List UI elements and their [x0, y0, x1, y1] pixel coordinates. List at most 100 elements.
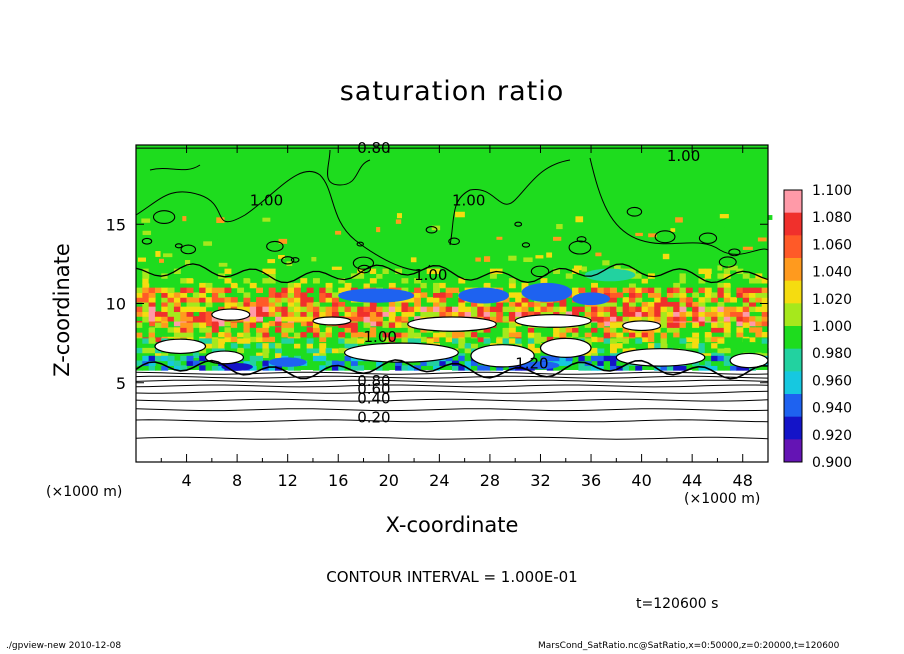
heatmap-cell	[262, 322, 270, 328]
heatmap-cell	[357, 332, 365, 338]
heatmap-cell	[369, 301, 377, 308]
heatmap-cell	[186, 360, 194, 366]
heatmap-cell	[610, 360, 617, 366]
heatmap-cell	[704, 360, 712, 366]
heatmap-cell	[369, 320, 377, 327]
heatmap-cell-supersaturated	[615, 348, 706, 367]
heatmap-cell	[142, 292, 150, 298]
heatmap-cell	[475, 257, 481, 262]
x-tick-label: 24	[429, 471, 449, 490]
heatmap-cell	[730, 278, 737, 284]
heatmap-cell	[458, 311, 466, 317]
heatmap-cell	[464, 347, 472, 354]
heatmap-cell	[616, 327, 624, 333]
heatmap-cell	[515, 311, 523, 317]
heatmap-cell	[205, 287, 213, 294]
heatmap-cell	[290, 241, 296, 248]
heatmap-cell	[331, 327, 339, 333]
heatmap-cell	[553, 278, 561, 284]
heatmap-cell	[205, 320, 213, 327]
heatmap-cell	[167, 301, 175, 308]
heatmap-cell	[698, 316, 706, 322]
heatmap-cell	[679, 297, 687, 303]
heatmap-cell	[275, 301, 282, 308]
heatmap-cell	[521, 338, 529, 344]
heatmap-cell	[502, 297, 510, 303]
heatmap-cell	[344, 327, 352, 333]
heatmap-cell	[344, 311, 352, 317]
heatmap-cell	[294, 332, 301, 338]
y-tick-label: 5	[116, 374, 126, 393]
heatmap-cell	[382, 322, 390, 328]
heatmap-cell	[723, 311, 731, 317]
heatmap-cell	[300, 343, 308, 349]
heatmap-cell	[294, 365, 301, 371]
heatmap-cell	[433, 336, 440, 343]
heatmap-cell	[730, 343, 737, 349]
heatmap-cell	[338, 287, 346, 294]
heatmap-cell	[610, 352, 617, 358]
heatmap-cell	[546, 306, 554, 313]
heatmap-cell	[154, 365, 162, 371]
heatmap-cell	[508, 282, 516, 289]
heatmap-cell	[622, 297, 630, 303]
heatmap-cell	[610, 311, 617, 317]
heatmap-cell	[426, 311, 434, 317]
heatmap-cell	[717, 311, 725, 317]
heatmap-cell	[407, 311, 415, 317]
heatmap-cell	[559, 301, 567, 308]
heatmap-cell	[401, 316, 409, 322]
heatmap-cell	[679, 278, 687, 284]
heatmap-cell	[515, 273, 523, 279]
heatmap-cell	[211, 316, 219, 322]
heatmap-cell-subsaturated	[136, 370, 768, 462]
heatmap-cell	[704, 355, 712, 362]
heatmap-cell	[742, 246, 753, 250]
heatmap-cell	[344, 322, 352, 328]
heatmap-cell	[717, 282, 725, 289]
heatmap-cell	[607, 218, 617, 224]
heatmap-cell	[711, 343, 719, 349]
heatmap-cell	[275, 336, 282, 343]
heatmap-cell	[167, 287, 175, 294]
contour-line-cell	[290, 257, 300, 263]
heatmap-cell	[559, 297, 567, 303]
heatmap-cell	[319, 336, 327, 343]
heatmap-cell	[654, 287, 662, 294]
heatmap-cell	[622, 343, 630, 349]
contour-interval-label: CONTOUR INTERVAL = 1.000E-01	[326, 568, 578, 586]
heatmap-cell	[483, 268, 491, 274]
heatmap-cell	[654, 297, 662, 303]
colorbar-swatch	[784, 439, 802, 463]
heatmap-cell	[395, 268, 403, 274]
heatmap-cell	[742, 316, 750, 322]
heatmap-cell	[452, 338, 459, 344]
heatmap-cell-dry-pocket	[584, 268, 636, 282]
heatmap-cell	[142, 301, 150, 308]
heatmap-cell	[584, 352, 592, 358]
heatmap-cell	[628, 278, 636, 284]
x-tick-label: 28	[480, 471, 500, 490]
heatmap-cell	[641, 336, 649, 343]
heatmap-cell	[294, 282, 301, 289]
heatmap-cell	[723, 306, 731, 313]
heatmap-cell	[142, 347, 150, 354]
heatmap-cell	[230, 336, 238, 343]
heatmap-cell	[148, 360, 156, 366]
heatmap-cell	[256, 316, 263, 322]
heatmap-cell	[597, 327, 605, 333]
heatmap-cell	[199, 297, 207, 303]
heatmap-cell	[591, 355, 598, 362]
heatmap-cell	[452, 343, 459, 349]
heatmap-cell	[262, 343, 270, 349]
heatmap-cell	[553, 327, 561, 333]
heatmap-cell	[685, 336, 693, 343]
heatmap-cell	[224, 278, 232, 284]
heatmap-cell	[559, 306, 567, 313]
heatmap-cell	[654, 301, 662, 308]
heatmap-cell	[211, 347, 219, 354]
heatmap-cell	[603, 332, 611, 338]
heatmap-cell	[218, 262, 228, 267]
heatmap-cell	[755, 292, 763, 298]
heatmap-cell	[224, 332, 232, 338]
